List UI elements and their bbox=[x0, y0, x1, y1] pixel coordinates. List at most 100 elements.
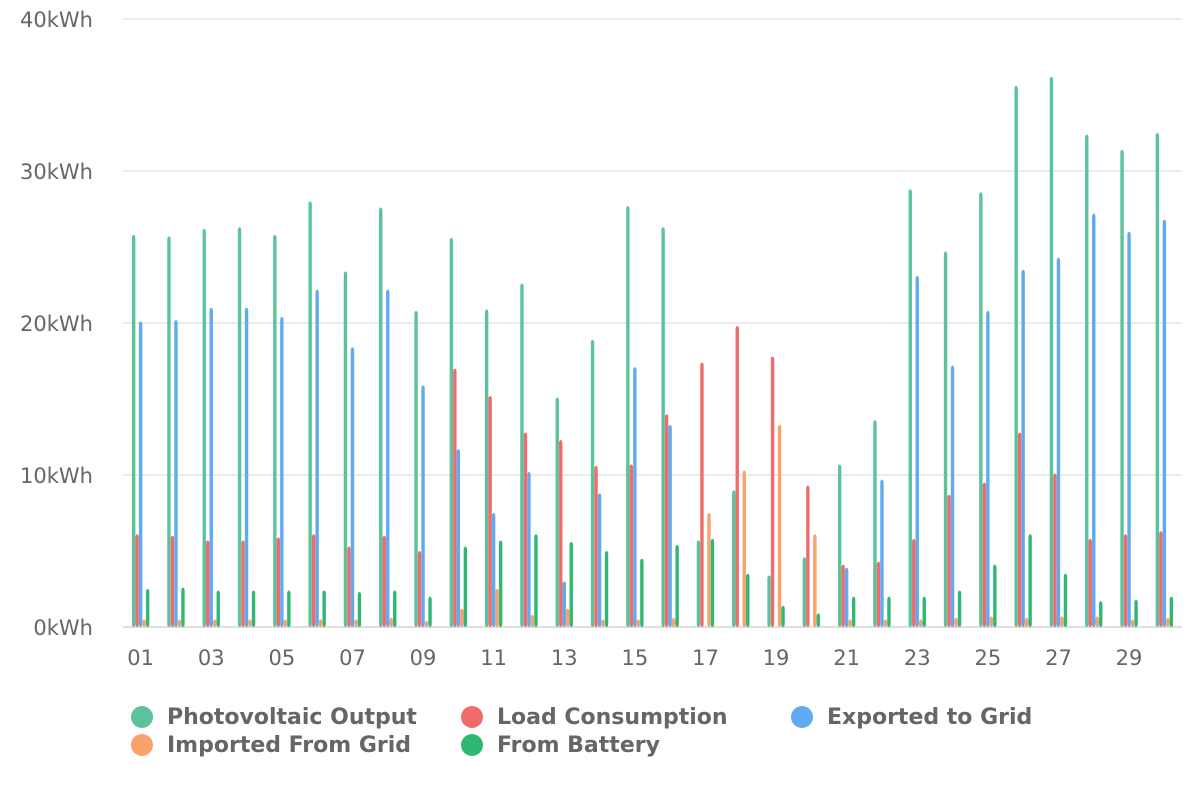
bar-from-battery-08[interactable] bbox=[393, 590, 397, 627]
bar-from-battery-04[interactable] bbox=[251, 590, 256, 627]
bar-from-battery-12[interactable] bbox=[534, 534, 538, 627]
bar-load-consumption-22[interactable] bbox=[876, 561, 881, 627]
bar-imported-from-grid-10[interactable] bbox=[460, 608, 464, 627]
bar-load-consumption-03[interactable] bbox=[206, 540, 210, 627]
bar-imported-from-grid-30[interactable] bbox=[1166, 617, 1170, 627]
bar-photovoltaic-output-29[interactable] bbox=[1120, 149, 1124, 627]
bar-from-battery-07[interactable] bbox=[357, 592, 362, 627]
bar-photovoltaic-output-16[interactable] bbox=[661, 227, 665, 628]
bar-photovoltaic-output-22[interactable] bbox=[873, 420, 877, 627]
bar-load-consumption-15[interactable] bbox=[629, 464, 634, 627]
bar-from-battery-30[interactable] bbox=[1169, 596, 1174, 627]
bar-imported-from-grid-15[interactable] bbox=[636, 619, 641, 627]
bar-imported-from-grid-05[interactable] bbox=[283, 619, 288, 627]
bar-from-battery-26[interactable] bbox=[1028, 534, 1032, 627]
bar-from-battery-15[interactable] bbox=[640, 558, 644, 627]
bar-photovoltaic-output-28[interactable] bbox=[1085, 134, 1089, 627]
bar-from-battery-10[interactable] bbox=[463, 546, 468, 627]
bar-imported-from-grid-26[interactable] bbox=[1024, 617, 1029, 627]
bar-imported-from-grid-02[interactable] bbox=[177, 619, 182, 627]
bar-load-consumption-26[interactable] bbox=[1017, 432, 1022, 627]
bar-imported-from-grid-28[interactable] bbox=[1095, 616, 1099, 627]
bar-from-battery-09[interactable] bbox=[428, 596, 432, 627]
bar-photovoltaic-output-27[interactable] bbox=[1049, 76, 1054, 627]
bar-imported-from-grid-03[interactable] bbox=[213, 619, 217, 627]
bar-load-consumption-20[interactable] bbox=[806, 485, 810, 627]
bar-exported-to-grid-06[interactable] bbox=[315, 289, 319, 627]
bar-imported-from-grid-19[interactable] bbox=[777, 424, 782, 627]
bar-exported-to-grid-28[interactable] bbox=[1092, 213, 1096, 627]
bar-from-battery-16[interactable] bbox=[675, 544, 679, 627]
legend-item-load-consumption[interactable]: Load Consumption bbox=[458, 705, 788, 730]
bar-exported-to-grid-14[interactable] bbox=[597, 493, 602, 627]
bar-exported-to-grid-09[interactable] bbox=[421, 385, 425, 627]
bar-load-consumption-09[interactable] bbox=[417, 551, 422, 627]
bar-photovoltaic-output-17[interactable] bbox=[696, 540, 701, 627]
bar-exported-to-grid-21[interactable] bbox=[844, 567, 849, 627]
bar-load-consumption-29[interactable] bbox=[1123, 534, 1128, 627]
bar-imported-from-grid-13[interactable] bbox=[566, 608, 570, 627]
bar-photovoltaic-output-04[interactable] bbox=[237, 227, 242, 628]
bar-from-battery-18[interactable] bbox=[746, 573, 750, 627]
bar-load-consumption-04[interactable] bbox=[241, 540, 245, 627]
bar-imported-from-grid-23[interactable] bbox=[919, 619, 923, 627]
bar-photovoltaic-output-03[interactable] bbox=[202, 228, 206, 627]
bar-load-consumption-24[interactable] bbox=[947, 494, 951, 627]
bar-photovoltaic-output-30[interactable] bbox=[1155, 133, 1160, 627]
bar-from-battery-20[interactable] bbox=[816, 613, 821, 627]
bar-photovoltaic-output-07[interactable] bbox=[343, 271, 348, 627]
bar-imported-from-grid-14[interactable] bbox=[601, 619, 605, 627]
bar-photovoltaic-output-06[interactable] bbox=[308, 201, 312, 627]
bar-from-battery-24[interactable] bbox=[957, 590, 962, 627]
bar-imported-from-grid-27[interactable] bbox=[1060, 616, 1064, 627]
bar-exported-to-grid-27[interactable] bbox=[1056, 257, 1061, 627]
bar-from-battery-19[interactable] bbox=[781, 605, 785, 627]
legend-item-imported-from-grid[interactable]: Imported From Grid bbox=[128, 733, 458, 758]
bar-exported-to-grid-03[interactable] bbox=[209, 307, 213, 627]
bar-from-battery-29[interactable] bbox=[1134, 599, 1138, 627]
bar-imported-from-grid-24[interactable] bbox=[954, 617, 958, 627]
bar-from-battery-02[interactable] bbox=[181, 587, 185, 627]
bar-exported-to-grid-25[interactable] bbox=[986, 310, 990, 627]
bar-photovoltaic-output-23[interactable] bbox=[908, 189, 912, 628]
bar-load-consumption-28[interactable] bbox=[1088, 538, 1092, 627]
bar-exported-to-grid-16[interactable] bbox=[668, 424, 672, 627]
bar-load-consumption-27[interactable] bbox=[1053, 473, 1057, 627]
bar-from-battery-28[interactable] bbox=[1099, 601, 1103, 627]
bar-load-consumption-07[interactable] bbox=[347, 546, 351, 627]
bar-load-consumption-10[interactable] bbox=[453, 368, 457, 627]
bar-load-consumption-05[interactable] bbox=[276, 537, 281, 627]
bar-exported-to-grid-02[interactable] bbox=[174, 319, 178, 627]
bar-load-consumption-21[interactable] bbox=[841, 564, 845, 627]
bar-imported-from-grid-11[interactable] bbox=[495, 589, 499, 627]
bar-load-consumption-08[interactable] bbox=[382, 535, 386, 627]
legend-item-exported-to-grid[interactable]: Exported to Grid bbox=[788, 705, 1118, 730]
legend-item-photovoltaic-output[interactable]: Photovoltaic Output bbox=[128, 705, 458, 730]
bar-exported-to-grid-30[interactable] bbox=[1162, 219, 1167, 627]
bar-from-battery-21[interactable] bbox=[851, 596, 856, 627]
bar-exported-to-grid-04[interactable] bbox=[244, 307, 249, 627]
bar-exported-to-grid-07[interactable] bbox=[350, 347, 355, 627]
bar-photovoltaic-output-02[interactable] bbox=[167, 236, 171, 628]
bar-photovoltaic-output-26[interactable] bbox=[1014, 85, 1018, 627]
bar-from-battery-23[interactable] bbox=[922, 596, 926, 627]
bar-imported-from-grid-06[interactable] bbox=[318, 619, 323, 627]
bar-from-battery-27[interactable] bbox=[1063, 573, 1068, 627]
bar-exported-to-grid-05[interactable] bbox=[280, 316, 284, 627]
bar-load-consumption-14[interactable] bbox=[594, 465, 598, 627]
bar-exported-to-grid-12[interactable] bbox=[527, 471, 531, 627]
bar-load-consumption-23[interactable] bbox=[912, 538, 916, 627]
bar-photovoltaic-output-24[interactable] bbox=[943, 251, 948, 627]
bar-load-consumption-16[interactable] bbox=[664, 414, 669, 627]
bar-photovoltaic-output-14[interactable] bbox=[590, 339, 595, 627]
bar-load-consumption-19[interactable] bbox=[770, 356, 775, 627]
bar-from-battery-05[interactable] bbox=[287, 590, 291, 627]
bar-photovoltaic-output-01[interactable] bbox=[131, 234, 136, 627]
bar-photovoltaic-output-12[interactable] bbox=[520, 283, 524, 627]
bar-load-consumption-11[interactable] bbox=[488, 395, 492, 627]
bar-load-consumption-01[interactable] bbox=[135, 534, 139, 627]
bar-photovoltaic-output-18[interactable] bbox=[732, 490, 736, 627]
bar-from-battery-14[interactable] bbox=[604, 551, 609, 627]
bar-photovoltaic-output-19[interactable] bbox=[767, 575, 771, 627]
legend-item-from-battery[interactable]: From Battery bbox=[458, 733, 788, 758]
